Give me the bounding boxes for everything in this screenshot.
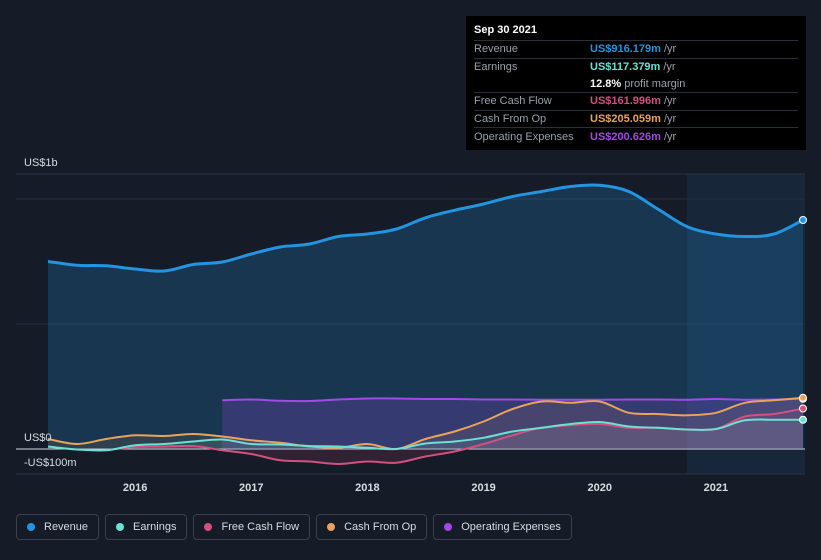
tooltip-label: Earnings	[474, 61, 518, 74]
tooltip-row-profit-margin: 12.8% profit margin	[474, 75, 798, 92]
legend-item-earnings[interactable]: Earnings	[105, 514, 188, 540]
tooltip-label: Free Cash Flow	[474, 95, 552, 108]
x-tick-label: 2019	[471, 482, 495, 494]
legend: Revenue Earnings Free Cash Flow Cash Fro…	[16, 514, 572, 540]
tooltip-unit: /yr	[663, 95, 677, 108]
tooltip-unit: /yr	[663, 43, 677, 56]
y-tick-label-zero: US$0	[24, 432, 52, 444]
x-tick-label: 2017	[239, 482, 263, 494]
marker-free-cash-flow	[799, 404, 807, 413]
marker-cash-from-op	[799, 393, 807, 402]
tooltip-value: 12.8%	[590, 77, 622, 90]
line-operating-expenses	[222, 397, 804, 403]
tooltip-value: US$117.379m	[590, 61, 661, 74]
tooltip-unit: /yr	[663, 130, 677, 143]
tooltip-label: Operating Expenses	[474, 130, 574, 143]
legend-item-revenue[interactable]: Revenue	[16, 514, 100, 540]
x-tick-label: 2016	[123, 482, 147, 494]
tooltip-unit: /yr	[663, 113, 677, 126]
tooltip-row-revenue: Revenue US$916.179m /yr	[474, 40, 798, 58]
legend-item-cash-from-op[interactable]: Cash From Op	[316, 514, 428, 540]
tooltip-row-free-cash-flow: Free Cash Flow US$161.996m /yr	[474, 92, 798, 110]
legend-dot-icon	[444, 523, 453, 531]
legend-label: Operating Expenses	[461, 521, 561, 533]
y-tick-label-negative: -US$100m	[24, 457, 77, 469]
series-areas	[48, 184, 804, 464]
series-lines	[47, 183, 804, 465]
area-free-cash-flow	[106, 408, 804, 464]
legend-dot-icon	[204, 523, 213, 531]
tooltip-row-operating-expenses: Operating Expenses US$200.626m /yr	[474, 127, 798, 145]
legend-item-free-cash-flow[interactable]: Free Cash Flow	[193, 514, 311, 540]
x-tick-label: 2021	[704, 482, 728, 494]
tooltip-value: US$200.626m	[590, 130, 661, 143]
y-tick-label-top: US$1b	[24, 157, 58, 169]
area-revenue	[48, 184, 803, 450]
line-revenue	[47, 183, 804, 273]
legend-dot-icon	[327, 523, 336, 531]
legend-label: Revenue	[44, 521, 89, 533]
tooltip-row-earnings: Earnings US$117.379m /yr	[474, 57, 798, 76]
y-axis-labels: US$1b US$0 -US$100m	[24, 157, 77, 469]
line-earnings	[47, 418, 804, 452]
tooltip-unit: profit margin	[624, 77, 686, 90]
tooltip-label: Cash From Op	[474, 113, 547, 126]
tooltip-value: US$916.179m	[590, 43, 661, 56]
legend-label: Cash From Op	[344, 521, 417, 533]
marker-revenue	[799, 216, 807, 224]
line-cash-from-op	[47, 396, 804, 451]
x-tick-label: 2020	[587, 482, 611, 494]
tooltip-row-cash-from-op: Cash From Op US$205.059m /yr	[474, 109, 798, 128]
tooltip-value: US$205.059m	[590, 113, 661, 126]
area-operating-expenses	[222, 398, 803, 449]
tooltip-label: Revenue	[474, 43, 519, 56]
area-earnings	[48, 419, 803, 451]
legend-dot-icon	[27, 523, 35, 531]
data-tooltip: Sep 30 2021 Revenue US$916.179m /yr Earn…	[466, 16, 806, 150]
legend-label: Earnings	[133, 521, 177, 533]
tooltip-unit: /yr	[663, 61, 676, 74]
x-axis-labels: 2016 2017 2018 2019 2020 2021	[123, 482, 728, 494]
area-cash-from-op	[48, 397, 803, 450]
legend-label: Free Cash Flow	[221, 521, 300, 533]
tooltip-date: Sep 30 2021	[474, 24, 537, 36]
tooltip-value: US$161.996m	[590, 95, 661, 108]
x-tick-label: 2018	[355, 482, 379, 494]
legend-dot-icon	[116, 523, 125, 531]
series-end-markers	[799, 216, 807, 424]
grid	[16, 173, 805, 475]
legend-item-operating-expenses[interactable]: Operating Expenses	[433, 514, 572, 540]
marker-earnings	[799, 415, 807, 424]
